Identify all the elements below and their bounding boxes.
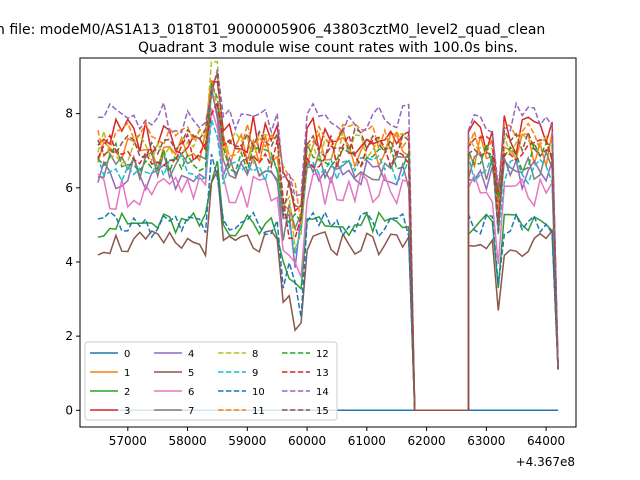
series-line-6 bbox=[97, 108, 559, 412]
legend-label-5: 5 bbox=[188, 368, 194, 379]
series-line-14 bbox=[97, 69, 559, 412]
legend-label-11: 11 bbox=[252, 406, 265, 417]
series-line-3 bbox=[97, 80, 559, 412]
x-axis: 57000 58000 59000 60000 61000 62000 63000 64000 bbox=[109, 427, 565, 448]
chart-title: Quadrant 3 module wise count rates with … bbox=[138, 40, 518, 56]
x-tick-label: 61000 bbox=[348, 434, 386, 448]
y-tick-label: 0 bbox=[65, 403, 73, 417]
x-tick-label: 62000 bbox=[408, 434, 446, 448]
legend-label-3: 3 bbox=[124, 406, 130, 417]
legend-label-13: 13 bbox=[316, 368, 329, 379]
y-tick-label: 6 bbox=[65, 181, 73, 195]
legend-label-1: 1 bbox=[124, 368, 130, 379]
x-offset-label: +4.367e8 bbox=[516, 455, 575, 469]
x-tick-label: 64000 bbox=[527, 434, 565, 448]
series-layer bbox=[97, 60, 559, 412]
series-line-2 bbox=[97, 160, 559, 412]
series-line-13 bbox=[97, 100, 559, 412]
x-tick-label: 59000 bbox=[228, 434, 266, 448]
legend-label-15: 15 bbox=[316, 406, 329, 417]
legend-label-10: 10 bbox=[252, 387, 265, 398]
x-tick-label: 58000 bbox=[168, 434, 206, 448]
x-tick-label: 60000 bbox=[288, 434, 326, 448]
series-line-10 bbox=[97, 154, 559, 412]
legend-label-2: 2 bbox=[124, 387, 130, 398]
legend-label-14: 14 bbox=[316, 387, 329, 398]
y-tick-label: 2 bbox=[65, 329, 73, 343]
series-line-15 bbox=[97, 72, 559, 412]
legend-label-7: 7 bbox=[188, 406, 194, 417]
plot-frame bbox=[79, 57, 577, 428]
legend-label-9: 9 bbox=[252, 368, 258, 379]
legend-label-6: 6 bbox=[188, 387, 194, 398]
legend-label-0: 0 bbox=[124, 349, 130, 360]
legend-label-12: 12 bbox=[316, 349, 329, 360]
y-axis: 0 2 4 6 8 bbox=[65, 107, 80, 417]
legend-label-4: 4 bbox=[188, 349, 194, 360]
series-line-8 bbox=[97, 60, 559, 412]
x-tick-label: 63000 bbox=[467, 434, 505, 448]
y-tick-label: 4 bbox=[65, 255, 73, 269]
figure-suptitle: n file: modeM0/AS1A13_018T01_9000005906_… bbox=[0, 22, 545, 38]
legend-box bbox=[84, 341, 338, 421]
y-tick-label: 8 bbox=[65, 107, 73, 121]
legend-label-8: 8 bbox=[252, 349, 258, 360]
series-line-5 bbox=[97, 168, 559, 412]
x-tick-label: 57000 bbox=[109, 434, 147, 448]
